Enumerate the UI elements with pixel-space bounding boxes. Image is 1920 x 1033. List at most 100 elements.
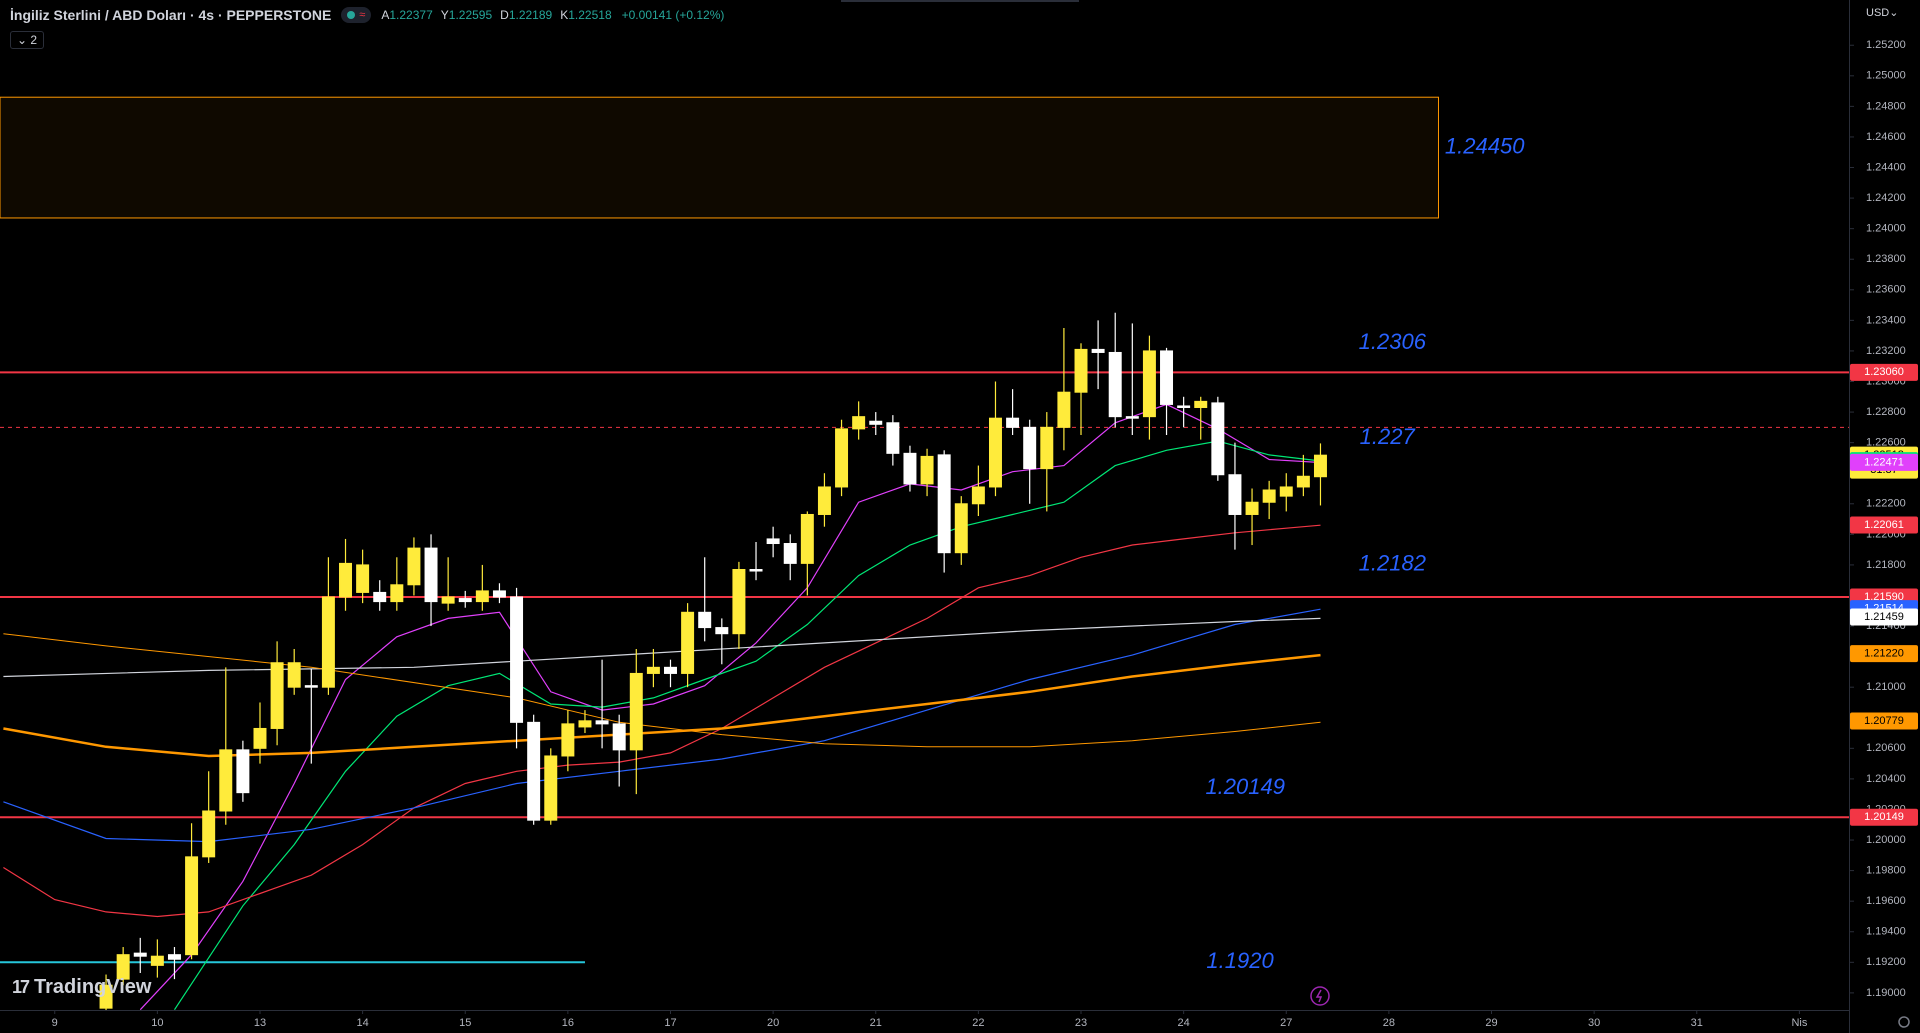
ohlc: A1.22377 Y1.22595 D1.22189 K1.22518 <box>381 8 611 22</box>
symbol-title[interactable]: İngiliz Sterlini / ABD Doları · 4s · PEP… <box>10 7 332 23</box>
candle-body <box>219 749 233 812</box>
y-tick-label: 1.20000 <box>1866 834 1906 846</box>
x-tick-label: 15 <box>459 1017 471 1029</box>
axes: 1.19000 1.19200 1.19400 1.19600 1.19800 1.200… <box>52 39 1906 1029</box>
price-tag <box>1850 453 1918 471</box>
indicator-toggle[interactable]: ⌄ 2 <box>10 31 45 49</box>
y-tick-label: 1.22200 <box>1866 498 1906 510</box>
candle-body <box>715 627 729 635</box>
candle-body <box>236 749 250 794</box>
x-tick-label: 28 <box>1383 1017 1395 1029</box>
y-tick-label: 1.24000 <box>1866 223 1906 235</box>
candle-body <box>356 564 370 593</box>
candle-body <box>407 547 421 586</box>
x-tick-label: 27 <box>1280 1017 1292 1029</box>
candle-body <box>698 611 712 629</box>
candle-body <box>1057 391 1071 428</box>
candle-body <box>1245 501 1259 515</box>
x-tick-label: 10 <box>151 1017 163 1029</box>
annotation: 1.2306 <box>1359 329 1427 354</box>
annotation: 1.2182 <box>1359 551 1426 576</box>
candle-body <box>903 452 917 485</box>
price-tag-label: 1.22471 <box>1864 456 1904 468</box>
x-tick-label: 20 <box>767 1017 779 1029</box>
replay-icon-bolt <box>1315 989 1323 1003</box>
candle-body <box>390 584 404 603</box>
price-tag-label: 1.21220 <box>1864 647 1904 659</box>
y-tick-label: 1.21800 <box>1866 559 1906 571</box>
y-tick-label: 1.25200 <box>1866 39 1906 51</box>
candle-body <box>1313 454 1327 478</box>
candle-body <box>869 420 883 425</box>
x-tick-label: 9 <box>52 1017 58 1029</box>
replay-icon[interactable] <box>1310 986 1330 1006</box>
candle-body <box>1279 486 1293 497</box>
candle-body <box>424 547 438 603</box>
y-tick-label: 1.24600 <box>1866 131 1906 143</box>
y-tick-label: 1.19600 <box>1866 895 1906 907</box>
candle-body <box>373 591 387 603</box>
candle-body <box>1262 489 1276 503</box>
y-tick-label: 1.24200 <box>1866 192 1906 204</box>
status-wave: ≈ <box>359 9 366 21</box>
price-tag <box>1850 516 1918 534</box>
candle-body <box>629 672 643 751</box>
candle-body <box>1040 426 1054 470</box>
candle-body <box>441 596 455 604</box>
candle-body <box>202 810 216 858</box>
ohlc-item: A1.22377 <box>381 8 432 22</box>
y-tick-label: 1.19800 <box>1866 865 1906 877</box>
x-tick-label: 17 <box>664 1017 676 1029</box>
annotation: 1.227 <box>1360 424 1416 449</box>
logo-text: TradingView <box>34 976 152 998</box>
x-tick-label: 24 <box>1178 1017 1190 1029</box>
settings-icon[interactable] <box>1898 1016 1910 1028</box>
candle-body <box>133 952 147 957</box>
candle-body <box>185 856 199 956</box>
candle-body <box>475 590 489 603</box>
x-tick-label: 13 <box>254 1017 266 1029</box>
candle-body <box>1125 416 1139 419</box>
candle-body <box>1091 348 1105 353</box>
candle-body <box>253 727 267 749</box>
status-pill: ≈ <box>341 7 372 23</box>
candle-body <box>681 611 695 674</box>
candle-body <box>732 569 746 635</box>
logo: 17 TradingView <box>12 976 151 999</box>
header: İngiliz Sterlini / ABD Doları · 4s · PEP… <box>10 7 724 23</box>
x-tick-label: 29 <box>1485 1017 1497 1029</box>
candle-body <box>886 422 900 454</box>
logo-mark: 17 <box>12 977 30 997</box>
x-tick-label: 16 <box>562 1017 574 1029</box>
annotation: 1.1920 <box>1206 948 1274 973</box>
currency[interactable]: USD⌄ <box>1866 7 1899 19</box>
x-tick-label: 14 <box>356 1017 368 1029</box>
y-tick-label: 1.23600 <box>1866 284 1906 296</box>
candle-body <box>971 486 985 505</box>
ohlc-key: K <box>560 8 569 22</box>
change: +0.00141 (+0.12%) <box>621 8 725 22</box>
price-tag-label: 1.20779 <box>1864 715 1904 727</box>
candle-body <box>287 662 301 688</box>
candle-body <box>1177 405 1191 408</box>
ohlc-item: D1.22189 <box>500 8 552 22</box>
price-tag <box>1850 712 1918 730</box>
ma-line <box>173 440 1321 1010</box>
candle-body <box>852 416 866 430</box>
candle-body <box>544 755 558 821</box>
candle-body <box>612 723 626 751</box>
candle-body <box>664 666 677 674</box>
price-tag <box>1850 645 1918 663</box>
candle-body <box>510 596 524 723</box>
candle-body <box>578 720 592 728</box>
candle-body <box>270 662 284 729</box>
candle-body <box>783 543 797 564</box>
top-handle <box>841 0 1079 2</box>
ohlc-key: A <box>381 8 390 22</box>
status-dot <box>347 11 356 19</box>
candle-body <box>1074 348 1088 393</box>
candle-body <box>561 723 575 757</box>
y-tick-label: 1.20600 <box>1866 742 1906 754</box>
candle-body <box>1296 475 1310 488</box>
